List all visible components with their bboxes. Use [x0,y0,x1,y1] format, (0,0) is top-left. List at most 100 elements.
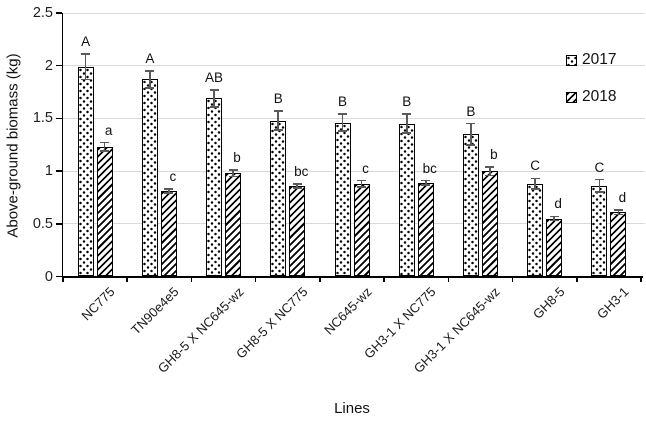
bar-2017-GH8-5 X NC645-wz [206,98,223,277]
y-axis-tick [56,12,62,14]
significance-letter: B [273,91,283,107]
error-bar-cap-bottom [145,87,155,89]
bar-2018-TN90e4e5 [160,191,177,277]
error-bar-cap-top [530,177,540,180]
error-bar-line [617,210,620,215]
y-axis-line [61,13,64,278]
error-bar-line [489,166,491,176]
y-tick-label: 0 [44,268,53,285]
error-bar-cap-bottom [164,192,174,195]
error-bar-cap-bottom [100,150,110,152]
significance-letter: bc [294,163,309,179]
x-axis-tick [447,277,450,283]
significance-letter: C [594,159,605,175]
x-axis-tick [576,277,578,283]
legend-entry-2017: 2017 [566,52,616,68]
y-tick-label: 2 [44,57,53,74]
error-bar-line [341,114,344,132]
bar-2018-GH8-5 [546,218,563,277]
x-axis-tick [319,277,321,283]
error-bar-cap-bottom [485,174,495,177]
bar-2018-GH3-1 X NC775 [417,182,434,277]
y-axis-tick [56,170,62,172]
x-axis-tick [640,277,642,283]
error-bar-line [103,142,106,152]
y-axis-tick [56,223,62,225]
error-bar-line [149,70,151,88]
error-bar-cap-bottom [292,187,302,189]
bar-2017-GH8-5 [527,183,544,277]
error-bar-cap-bottom [209,106,219,108]
bar-2018-NC645-wz [353,183,370,277]
error-bar-cap-top [209,89,219,91]
error-bar-line [534,178,536,189]
error-bar-cap-top [228,169,238,171]
error-bar-cap-top [338,113,347,115]
legend-label-2018: 2018 [582,88,617,105]
significance-letter: d [618,190,627,206]
error-bar-cap-bottom [466,143,476,146]
bar-2017-NC645-wz [334,122,351,277]
error-bar-line [232,170,234,177]
bar-2017-TN90e4e5 [141,79,158,277]
error-bar-line [424,180,427,185]
error-bar-cap-top [594,178,604,181]
error-bar-cap-bottom [421,184,431,186]
bar-2017-GH3-1 X NC645-wz [462,134,479,277]
significance-letter: a [104,122,113,138]
legend-entry-2018: 2018 [566,89,616,105]
error-bar-cap-bottom [530,188,540,190]
error-bar-cap-bottom [594,191,604,193]
y-gridline [63,65,645,67]
y-gridline [63,12,645,14]
bar-2017-GH3-1 X NC775 [398,123,415,277]
error-bar-cap-bottom [81,78,91,81]
error-bar-cap-top [292,182,302,185]
y-tick-label: 1 [44,163,53,180]
error-bar-line [296,183,299,188]
error-bar-cap-bottom [402,132,412,134]
error-bar-line [470,123,472,145]
significance-letter: AB [205,69,224,85]
x-axis-line [61,276,643,278]
y-tick-label: 2.5 [32,5,53,21]
x-axis-tick [126,277,128,283]
x-axis-tick [383,277,385,283]
significance-letter: B [466,103,476,119]
y-gridline [63,170,645,172]
y-axis-tick [56,275,62,278]
error-bar-cap-top [145,70,155,72]
significance-letter: c [362,160,369,176]
y-axis-title: Above-ground biomass (kg) [4,53,22,238]
error-bar-cap-top [402,113,412,115]
y-tick-label: 0.5 [32,215,53,232]
significance-letter: c [169,169,177,185]
error-bar-cap-top [273,110,283,112]
x-axis-tick [190,277,193,283]
bar-2017-GH3-1 [591,185,608,277]
y-gridline [63,117,645,119]
significance-letter: C [530,158,541,174]
error-bar-line [598,179,601,193]
bar-2018-GH8-5 X NC645-wz [225,173,242,277]
legend-marker-2018 [566,91,577,103]
error-bar-line [360,180,363,187]
error-bar-line [553,216,555,221]
y-tick-label: 1.5 [32,110,53,127]
bar-2018-GH3-1 [610,212,627,277]
error-bar-line [277,111,280,130]
error-bar-cap-top [485,166,495,168]
x-axis-tick [254,277,257,283]
significance-letter: A [145,50,155,66]
significance-letter: A [81,34,91,50]
significance-letter: d [554,196,562,212]
y-axis-tick [56,64,62,67]
error-bar-cap-top [164,188,174,190]
significance-letter: b [490,146,498,162]
legend-label-2017: 2017 [582,51,617,68]
y-axis-tick [56,117,62,120]
error-bar-line [84,54,87,80]
significance-letter: bc [422,160,437,176]
error-bar-cap-bottom [357,186,366,188]
